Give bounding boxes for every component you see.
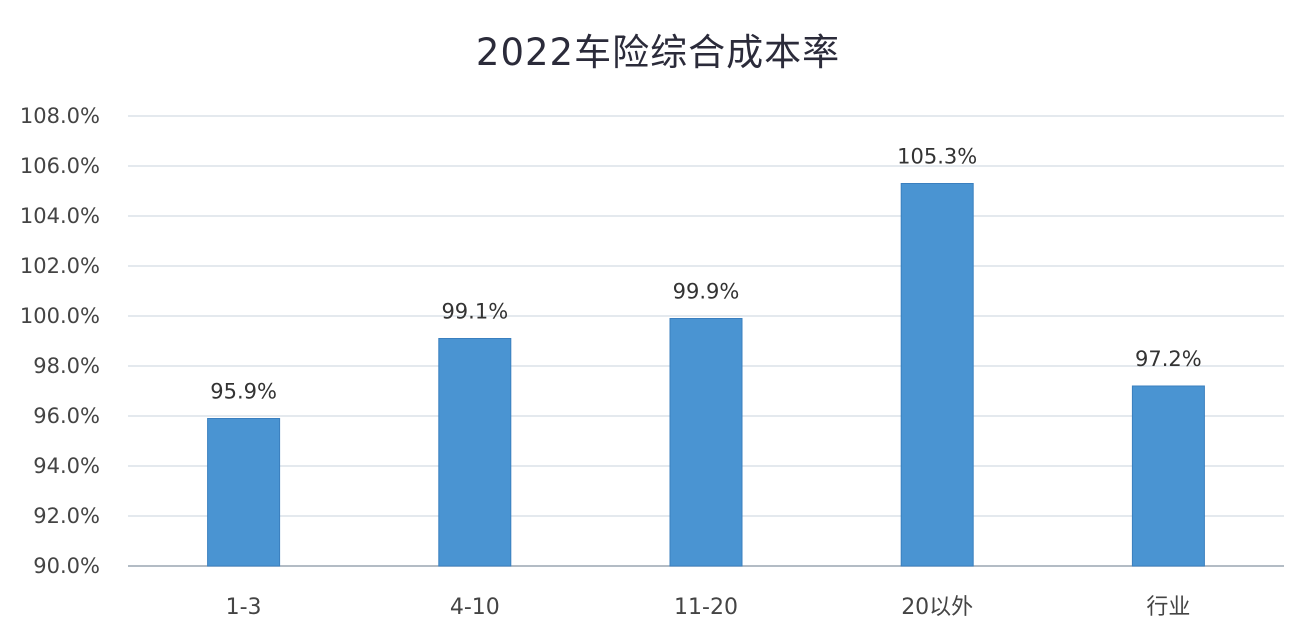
- y-tick-label: 108.0%: [20, 104, 100, 128]
- data-label: 99.9%: [673, 280, 740, 304]
- bar-4-10: [438, 338, 512, 567]
- x-tick-label: 行业: [1146, 595, 1190, 620]
- bar-20以外: [900, 183, 974, 567]
- x-tick-label: 11-20: [674, 595, 738, 620]
- data-label: 99.1%: [441, 300, 508, 324]
- y-tick-label: 102.0%: [20, 254, 100, 278]
- bar-1-3: [207, 418, 281, 567]
- data-label: 95.9%: [210, 380, 277, 404]
- x-tick-label: 1-3: [226, 595, 262, 620]
- y-tick-label: 96.0%: [33, 404, 100, 428]
- chart-title: 2022车险综合成本率: [475, 31, 841, 74]
- data-label: 97.2%: [1135, 347, 1202, 371]
- y-tick-label: 104.0%: [20, 204, 100, 228]
- x-tick-label: 4-10: [450, 595, 500, 620]
- y-axis-ticks: 90.0% 92.0% 94.0% 96.0% 98.0% 100.0% 102.0% 104…: [20, 104, 100, 578]
- y-tick-label: 106.0%: [20, 154, 100, 178]
- y-tick-label: 98.0%: [33, 354, 100, 378]
- data-label: 105.3%: [897, 145, 977, 169]
- y-tick-label: 94.0%: [33, 454, 100, 478]
- x-axis-ticks: 1-3 4-10 11-20 20以外 行业: [226, 595, 1191, 620]
- y-tick-label: 92.0%: [33, 504, 100, 528]
- x-tick-label: 20以外: [901, 595, 973, 620]
- data-labels: 95.9% 99.1% 99.9% 105.3% 97.2%: [210, 145, 1202, 404]
- bars: [207, 183, 1205, 567]
- bar-行业: [1131, 385, 1205, 567]
- y-tick-label: 90.0%: [33, 554, 100, 578]
- y-tick-label: 100.0%: [20, 304, 100, 328]
- bar-11-20: [669, 318, 743, 567]
